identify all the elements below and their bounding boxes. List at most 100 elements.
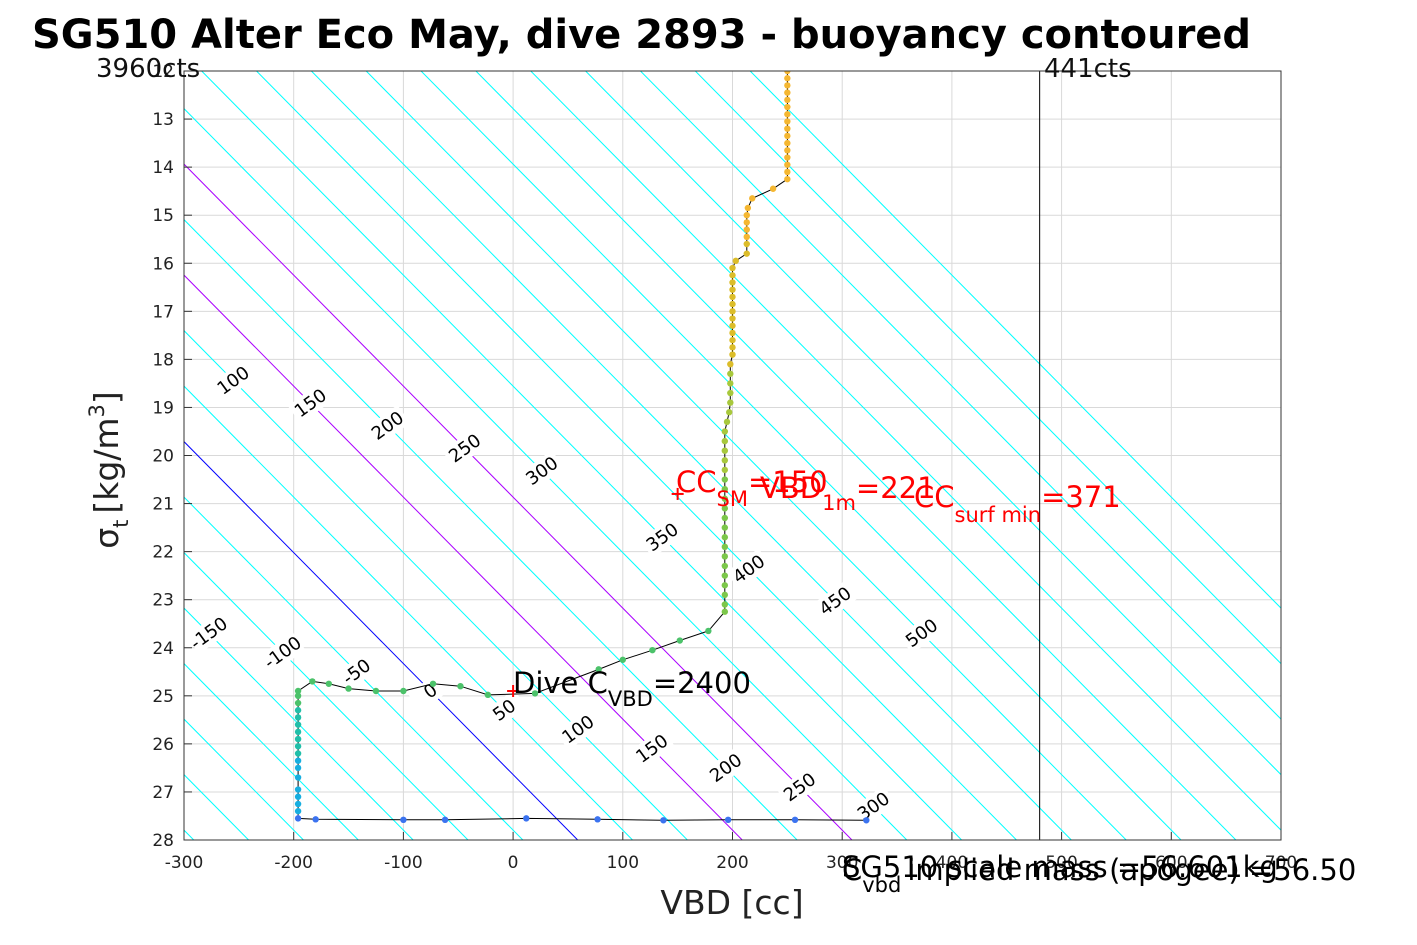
contour-line [184,662,359,840]
contour-line [310,71,1072,840]
profile-point [721,476,729,483]
profile-point [294,699,302,707]
y-tick-label: 13 [152,110,174,130]
profile-point [441,816,449,824]
implied-mass-annotation: Cvbd implied mass (apogee) =56.50 [842,853,1356,897]
profile-point [723,418,731,426]
profile-point [294,687,302,695]
profile-point [721,437,729,445]
profile-point [721,553,729,560]
contour-label-bg [210,359,256,402]
profile-point [721,485,729,493]
contour-line [0,71,29,840]
profile-point [294,743,302,750]
profile-point [294,714,302,721]
contour-line [256,71,1017,840]
profile-point [784,82,791,89]
scale-mass-annotation: SG510 scale mass =56.601kg [842,850,1278,884]
profile-point [721,514,729,522]
profile-point [743,211,750,219]
contour-label-bg [407,670,454,712]
cc-surf-min-annotation: CCsurf min=371 [914,480,1121,527]
profile-point [294,774,302,781]
profile-point [749,195,756,202]
profile-point [784,111,791,118]
profile-point [721,457,729,464]
contour-line [475,71,1237,840]
profile-point [729,315,736,322]
contour-label-bg [850,785,897,828]
contour-label-bg [481,689,527,731]
y-tick-label: 15 [152,206,174,226]
contour-label-bg [287,382,334,424]
x-tick-label: 700 [1265,853,1297,873]
profile-point [727,399,734,406]
profile-point [729,293,736,301]
x-tick-label: -100 [384,853,423,873]
profile-point [721,447,729,454]
y-tick-label: 27 [152,783,174,803]
contour-label-bg [186,612,232,654]
profile-point [724,816,732,824]
contour-line [694,71,1281,665]
profile-point [721,428,729,435]
profile-point [721,524,729,531]
profile-point [294,728,302,736]
profile-point [743,219,750,226]
y-tick-label: 18 [152,350,174,370]
profile-point [660,817,667,824]
profile-point [784,132,791,140]
profile-point [726,409,733,416]
contour-line [530,71,1281,831]
x-tick-label: 100 [607,853,639,873]
contour-line [749,71,1281,609]
x-tick-label: 300 [826,853,858,873]
profile-point [294,707,302,714]
profile-point [721,562,729,570]
y-tick-label: 12 [152,62,174,82]
chart-title: SG510 Alter Eco May, dive 2893 - buoyanc… [32,12,1251,58]
profile-point [721,534,729,541]
profile-point [721,495,729,502]
x-tick-label: 200 [716,853,748,873]
profile-point [721,601,729,608]
profile-point [721,608,729,615]
contour-label-bg [899,612,945,654]
profile-point [294,800,302,808]
profile-point [784,89,791,96]
profile-point [294,757,302,764]
x-tick-label: -200 [274,853,313,873]
profile-point [784,175,791,183]
profile-point [784,147,791,154]
profile-point [791,816,799,824]
profile-point [743,226,750,233]
profile-point [744,204,752,212]
x-tick-label: 0 [508,853,519,873]
contour-line [640,71,1281,720]
x-tick-label: 400 [936,853,968,873]
contour-line [184,107,908,840]
contour-line [420,71,1182,840]
profile-point [294,735,302,743]
contour-label-bg [555,708,601,751]
profile-point [721,505,729,512]
profile-point [372,687,380,695]
y-tick-label: 26 [152,735,174,755]
y-label-sigma: σ [87,528,126,549]
y-label-close: ] [87,391,126,404]
profile-point [727,380,734,387]
y-tick-label: 14 [152,158,174,178]
y-tick-label: 25 [152,687,174,707]
profile-point [400,687,407,695]
contour-line [201,71,963,840]
profile-point [743,233,750,241]
target-markers [507,487,684,698]
y-tick-label: 28 [152,831,174,851]
contour-line [184,329,688,840]
contour-label-bg [519,450,565,492]
profile-point [294,750,302,757]
y-tick-label: 20 [152,447,174,467]
y-axis-label: σt [kg/m3] [85,391,133,549]
profile-point [595,666,602,673]
